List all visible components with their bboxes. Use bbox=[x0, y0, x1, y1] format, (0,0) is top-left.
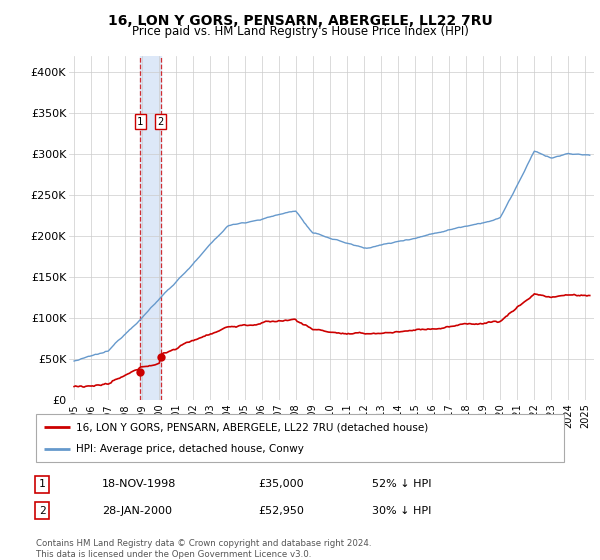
Text: £35,000: £35,000 bbox=[258, 479, 304, 489]
Text: 2: 2 bbox=[38, 506, 46, 516]
Text: 30% ↓ HPI: 30% ↓ HPI bbox=[372, 506, 431, 516]
Text: Contains HM Land Registry data © Crown copyright and database right 2024.
This d: Contains HM Land Registry data © Crown c… bbox=[36, 539, 371, 559]
Text: 16, LON Y GORS, PENSARN, ABERGELE, LL22 7RU (detached house): 16, LON Y GORS, PENSARN, ABERGELE, LL22 … bbox=[76, 422, 428, 432]
Text: 16, LON Y GORS, PENSARN, ABERGELE, LL22 7RU: 16, LON Y GORS, PENSARN, ABERGELE, LL22 … bbox=[107, 14, 493, 28]
FancyBboxPatch shape bbox=[36, 414, 564, 462]
Text: £52,950: £52,950 bbox=[258, 506, 304, 516]
Bar bbox=[140, 56, 161, 400]
Text: 1: 1 bbox=[137, 116, 143, 127]
Text: 28-JAN-2000: 28-JAN-2000 bbox=[102, 506, 172, 516]
Text: 18-NOV-1998: 18-NOV-1998 bbox=[102, 479, 176, 489]
Text: HPI: Average price, detached house, Conwy: HPI: Average price, detached house, Conw… bbox=[76, 444, 304, 454]
Text: 52% ↓ HPI: 52% ↓ HPI bbox=[372, 479, 431, 489]
Text: Price paid vs. HM Land Registry's House Price Index (HPI): Price paid vs. HM Land Registry's House … bbox=[131, 25, 469, 38]
Text: 2: 2 bbox=[158, 116, 164, 127]
Text: 1: 1 bbox=[38, 479, 46, 489]
